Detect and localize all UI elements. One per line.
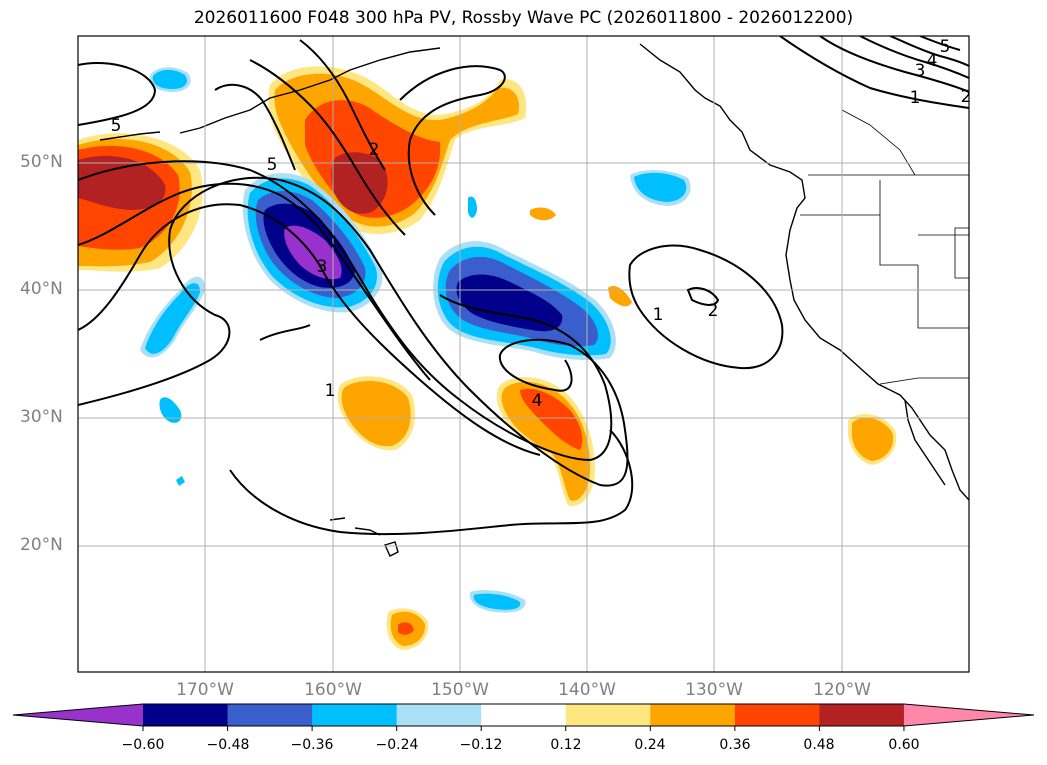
contour-label: 5 <box>940 37 951 57</box>
contour-label: 3 <box>317 257 328 277</box>
negative-anomaly-shading <box>140 67 691 613</box>
longitude-label: 150°W <box>431 680 489 700</box>
contour-label: 1 <box>653 305 664 325</box>
contour-label: 4 <box>927 51 938 71</box>
colorbar-segment <box>734 704 820 726</box>
plot-frame <box>77 35 970 673</box>
contour-label: 1 <box>325 381 336 401</box>
map-title: 2026011600 F048 300 hPa PV, Rossby Wave … <box>193 8 854 28</box>
contour-label: 1 <box>910 88 921 108</box>
colorbar-segment <box>565 704 651 726</box>
latitude-label: 50°N <box>20 152 63 172</box>
longitude-label: 120°W <box>813 680 871 700</box>
contour-label: 2 <box>961 87 972 107</box>
longitude-label: 130°W <box>685 680 743 700</box>
coastlines <box>99 43 969 557</box>
latitude-label: 20°N <box>20 535 63 555</box>
colorbar-segment <box>650 704 736 726</box>
contour-label: 5 <box>267 155 278 175</box>
longitude-label: 140°W <box>558 680 616 700</box>
colorbar-segment <box>13 704 143 726</box>
contour-label: 2 <box>708 301 719 321</box>
political-borders <box>800 36 969 385</box>
colorbar-segment <box>903 704 1034 726</box>
colorbar-tick-label: 0.36 <box>719 737 751 753</box>
contour-labels: 5 5 2 3 1 4 1 2 1 3 4 5 2 <box>111 37 972 411</box>
colorbar-tick-label: 0.48 <box>803 737 835 753</box>
colorbar-segment <box>396 704 482 726</box>
colorbar-tick-marks <box>142 726 905 731</box>
colorbar-tick-label: −0.60 <box>121 737 165 753</box>
colorbar-segment <box>819 704 905 726</box>
map-plot-area: 5 5 2 3 1 4 1 2 1 3 4 5 2 <box>78 36 972 672</box>
contour-label: 4 <box>532 391 543 411</box>
colorbar-segments <box>12 703 1034 727</box>
colorbar-tick-label: −0.12 <box>459 737 503 753</box>
contour-label: 3 <box>915 61 926 81</box>
positive-anomaly-shading <box>78 66 897 650</box>
colorbar-tick-label: −0.24 <box>375 737 419 753</box>
colorbar-segment <box>481 704 567 726</box>
longitude-label: 160°W <box>304 680 362 700</box>
colorbar-tick-label: −0.36 <box>290 737 334 753</box>
latitude-label: 40°N <box>20 279 63 299</box>
rossby-wave-contours <box>78 36 969 536</box>
contour-label: 2 <box>369 140 380 160</box>
latitude-label: 30°N <box>20 407 63 427</box>
colorbar-tick-label: 0.12 <box>550 737 582 753</box>
colorbar-segment <box>312 704 398 726</box>
longitude-label: 170°W <box>176 680 234 700</box>
gridlines <box>78 36 969 672</box>
colorbar-tick-label: 0.24 <box>634 737 666 753</box>
colorbar-tick-label: −0.48 <box>206 737 250 753</box>
contour-label: 5 <box>111 116 122 136</box>
colorbar-segment <box>227 704 313 726</box>
colorbar-segment <box>143 704 229 726</box>
colorbar-tick-label: 0.60 <box>888 737 920 753</box>
